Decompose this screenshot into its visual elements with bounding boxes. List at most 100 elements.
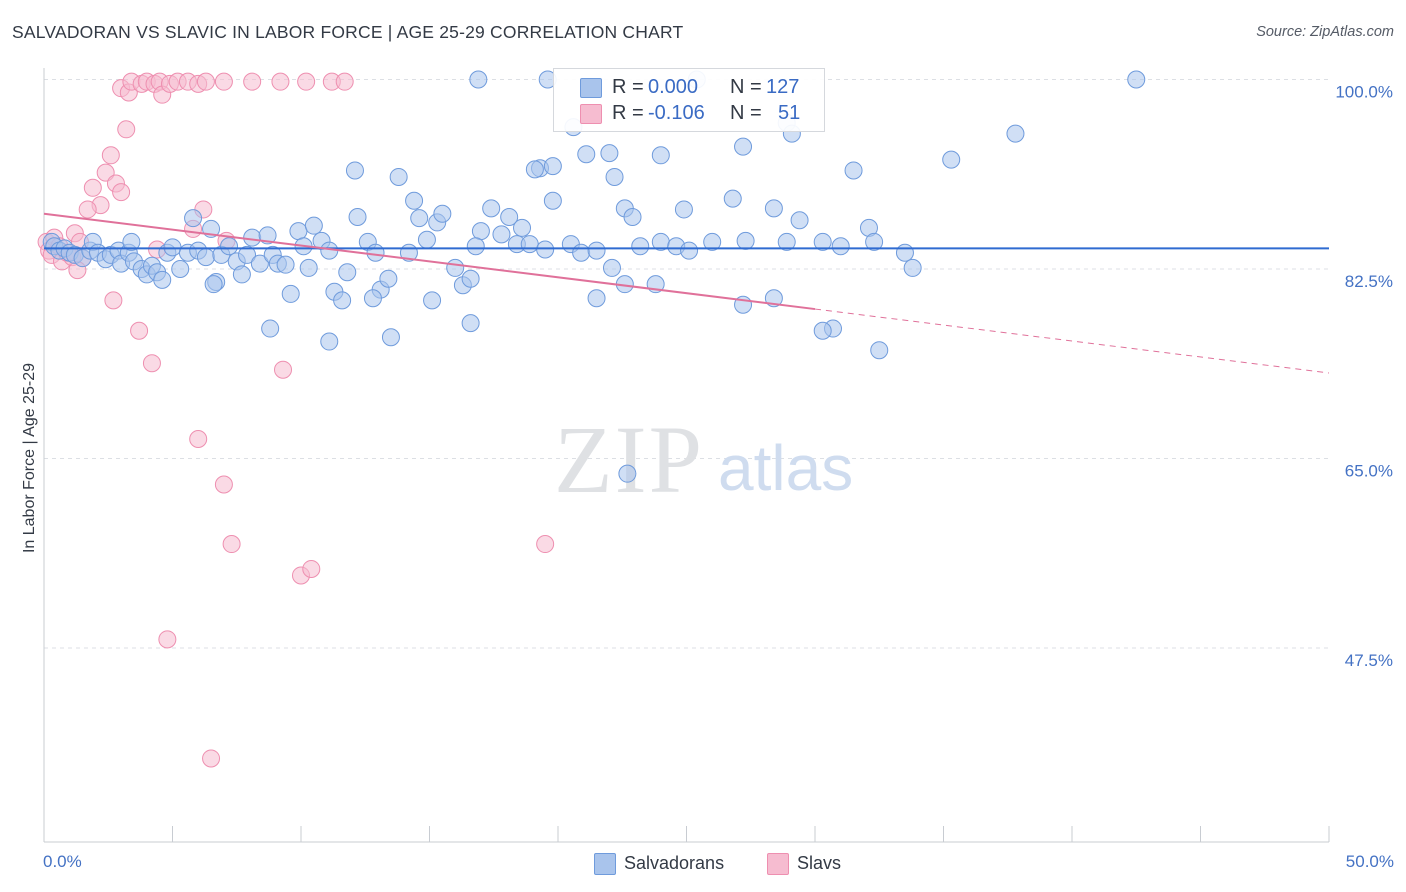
salvadorans-point xyxy=(631,237,650,256)
salvadorans-point xyxy=(723,189,742,208)
salvadorans-point xyxy=(220,237,239,256)
salvadorans-point xyxy=(299,258,318,277)
slavs-point xyxy=(202,749,221,768)
slavs-point xyxy=(536,535,555,554)
watermark: ZIP atlas xyxy=(554,406,853,513)
salvadorans-point xyxy=(379,269,398,288)
salvadorans-point xyxy=(163,238,182,257)
legend-swatch-blue xyxy=(580,78,602,98)
salvadorans-point xyxy=(587,289,606,308)
slavs-point xyxy=(302,559,321,578)
salvadorans-point xyxy=(605,167,624,186)
salvadorans-point xyxy=(276,255,295,274)
salvadorans-point xyxy=(536,240,555,259)
salvadorans-point xyxy=(865,232,884,251)
salvadorans-point xyxy=(623,208,642,227)
salvadorans-point xyxy=(492,225,511,244)
legend-n-value: 127 xyxy=(766,76,800,98)
salvadorans-point xyxy=(577,145,596,164)
salvadorans-point xyxy=(184,209,203,228)
legend-swatch-pink xyxy=(580,104,602,124)
grid-lines xyxy=(44,79,1329,649)
salvadorans-point xyxy=(423,291,442,310)
legend-label-salvadorans: Salvadorans xyxy=(624,853,725,873)
salvadorans-point xyxy=(520,235,539,254)
slavs-point xyxy=(274,360,293,379)
salvadorans-point xyxy=(389,167,408,186)
y-tick-label: 100.0% xyxy=(1335,83,1393,102)
salvadorans-point xyxy=(870,341,889,360)
salvadorans-point xyxy=(461,269,480,288)
salvadorans-point xyxy=(471,222,490,241)
salvadorans-point xyxy=(461,314,480,333)
x-tick-max: 50.0% xyxy=(1345,852,1394,871)
legend-label-slavs: Slavs xyxy=(797,853,842,873)
salvadorans-point xyxy=(525,160,544,179)
trend-lines xyxy=(43,212,1330,374)
salvadorans-point xyxy=(304,216,323,235)
salvadorans-point xyxy=(600,144,619,163)
salvadorans-point xyxy=(381,328,400,347)
y-tick-label: 47.5% xyxy=(1345,651,1393,670)
legend-swatch-blue xyxy=(594,853,616,875)
watermark-zip: ZIP xyxy=(554,406,704,513)
salvadorans-point xyxy=(281,284,300,303)
salvadorans-point xyxy=(171,260,190,278)
salvadorans-point xyxy=(942,150,961,169)
slavs-point xyxy=(130,321,149,340)
salvadorans-point xyxy=(366,243,385,262)
salvadorans-point xyxy=(764,199,783,218)
salvadorans-point xyxy=(238,245,257,264)
legend-r-value: 0.000 xyxy=(648,76,699,98)
slavs-point xyxy=(214,72,233,91)
slavs-point xyxy=(196,72,215,91)
salvadorans-point xyxy=(417,230,436,249)
salvadorans-point xyxy=(345,161,364,180)
slavs-point xyxy=(112,183,131,202)
salvadorans-point xyxy=(500,208,519,227)
watermark-atlas: atlas xyxy=(718,432,853,504)
slavs-point xyxy=(104,291,123,310)
salvadorans-point xyxy=(482,199,501,218)
slavs-point xyxy=(142,354,161,373)
salvadorans-point xyxy=(513,218,532,237)
slavs-point xyxy=(335,72,354,91)
salvadorans-point xyxy=(831,237,850,256)
legend-n-value: 51 xyxy=(778,102,801,124)
salvadorans-point xyxy=(469,70,488,89)
salvadorans-point xyxy=(1127,70,1146,89)
chart-title: SALVADORAN VS SLAVIC IN LABOR FORCE | AG… xyxy=(12,22,684,42)
salvadorans-point xyxy=(903,258,922,277)
slavs-point xyxy=(297,72,316,91)
slavs-point xyxy=(101,146,120,165)
salvadorans-point xyxy=(777,232,796,251)
x-tick-min: 0.0% xyxy=(43,852,82,871)
salvadorans-point xyxy=(338,263,357,282)
salvadorans-point xyxy=(250,254,269,273)
legend-swatch-pink xyxy=(767,853,789,875)
slavs-trend-line xyxy=(43,212,816,311)
salvadorans-point xyxy=(243,228,262,247)
salvadorans-point xyxy=(333,291,352,310)
axes xyxy=(43,68,1330,843)
salvadorans-point xyxy=(543,191,562,210)
salvadorans-points xyxy=(42,70,1146,483)
salvadorans-point xyxy=(261,319,280,338)
salvadorans-point xyxy=(618,464,637,483)
salvadorans-point xyxy=(543,157,562,176)
slavs-point xyxy=(271,72,290,91)
slavs-point xyxy=(243,72,262,91)
legend-r-label: R = xyxy=(612,76,644,98)
slavs-trend-extension xyxy=(814,308,1330,374)
salvadorans-point xyxy=(320,332,339,351)
salvadorans-point xyxy=(433,204,452,223)
salvadorans-point xyxy=(348,208,367,227)
source-credit: Source: ZipAtlas.com xyxy=(1256,24,1394,40)
slavs-point xyxy=(214,475,233,494)
salvadorans-point xyxy=(602,258,621,277)
salvadorans-point xyxy=(674,200,693,219)
legend-n-label: N = xyxy=(730,76,762,98)
salvadorans-point xyxy=(813,321,832,340)
salvadorans-point xyxy=(410,209,429,228)
